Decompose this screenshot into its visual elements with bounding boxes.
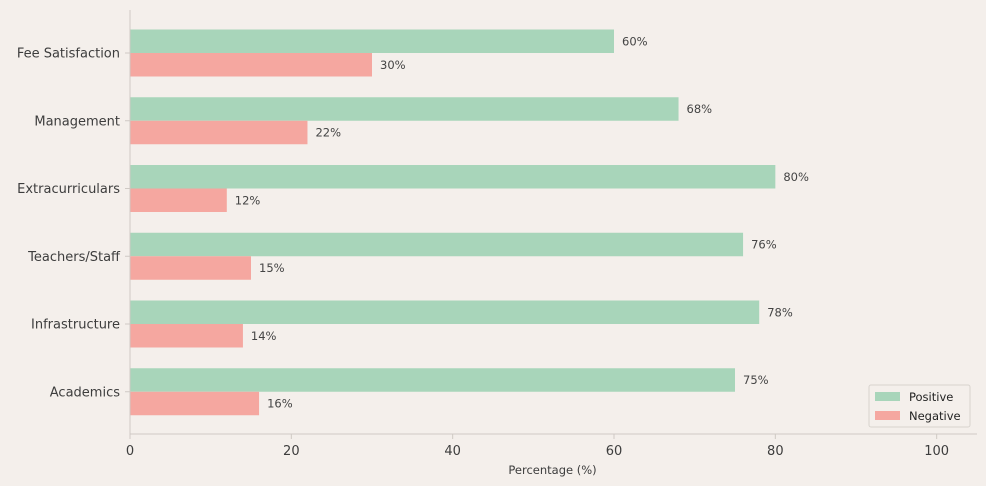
bar-label-positive-infrastructure: 78% xyxy=(767,305,793,319)
x-tick-label-0: 0 xyxy=(126,444,134,459)
bar-label-negative-infrastructure: 14% xyxy=(251,329,277,343)
axes-group xyxy=(129,10,977,435)
x-axis-title: Percentage (%) xyxy=(508,463,596,477)
y-ticks-group: Fee Satisfaction Management Extracurricula… xyxy=(17,47,130,400)
bar-label-negative-teachers-staff: 15% xyxy=(259,261,285,275)
bar-label-positive-teachers-staff: 76% xyxy=(751,238,777,252)
bar-negative-teachers-staff xyxy=(130,256,251,280)
x-tick-label-20: 20 xyxy=(283,444,300,459)
x-ticks-group: 0 20 40 60 80 100 xyxy=(126,434,949,459)
bar-labels-group: 60% 30% 68% 22% 80% 12% 76% 15% 78% 14% 75% 16% xyxy=(235,34,809,410)
bar-positive-infrastructure xyxy=(130,300,760,324)
bar-positive-teachers-staff xyxy=(130,232,744,257)
bar-label-positive-fee-satisfaction: 60% xyxy=(622,34,648,48)
legend: Positive Negative xyxy=(868,384,971,428)
bar-positive-academics xyxy=(130,368,735,392)
bar-label-negative-management: 22% xyxy=(315,126,341,140)
bar-label-negative-fee-satisfaction: 30% xyxy=(380,58,406,72)
y-tick-label-extracurriculars: Extracurriculars xyxy=(17,182,120,197)
x-tick-label-80: 80 xyxy=(767,444,784,459)
bar-label-positive-management: 68% xyxy=(687,102,713,116)
bar-negative-management xyxy=(130,120,308,145)
y-tick-label-fee-satisfaction: Fee Satisfaction xyxy=(17,47,120,62)
legend-label-negative: Negative xyxy=(909,409,961,423)
bar-negative-fee-satisfaction xyxy=(130,53,372,77)
bar-label-positive-extracurriculars: 80% xyxy=(783,170,809,184)
bar-positive-extracurriculars xyxy=(130,165,776,189)
bar-negative-extracurriculars xyxy=(130,188,227,212)
bar-positive-management xyxy=(130,97,679,121)
bar-negative-academics xyxy=(130,391,260,416)
bar-negative-infrastructure xyxy=(130,324,243,348)
x-tick-label-40: 40 xyxy=(444,444,461,459)
y-tick-label-teachers-staff: Teachers/Staff xyxy=(27,250,121,265)
bars-group xyxy=(130,29,776,416)
legend-label-positive: Positive xyxy=(909,390,953,404)
legend-swatch-negative xyxy=(875,411,900,420)
legend-swatch-positive xyxy=(875,392,900,401)
y-tick-label-academics: Academics xyxy=(50,385,120,400)
bar-positive-fee-satisfaction xyxy=(130,29,614,53)
bar-label-negative-extracurriculars: 12% xyxy=(235,193,261,207)
y-tick-label-infrastructure: Infrastructure xyxy=(31,318,120,333)
x-tick-label-100: 100 xyxy=(924,444,949,459)
bar-label-positive-academics: 75% xyxy=(743,373,769,387)
bar-label-negative-academics: 16% xyxy=(267,397,293,411)
y-tick-label-management: Management xyxy=(34,114,120,129)
x-tick-label-60: 60 xyxy=(606,444,623,459)
